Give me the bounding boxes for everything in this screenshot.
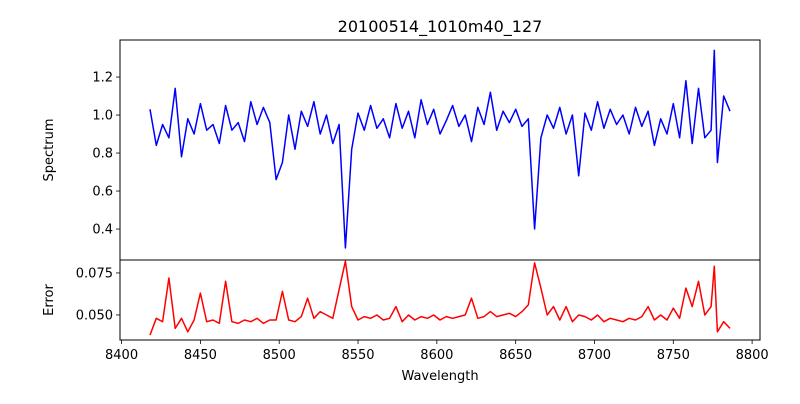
- xtick-label: 8450: [184, 348, 217, 363]
- top-ylabel: Spectrum: [42, 119, 57, 182]
- xtick-label: 8500: [263, 348, 296, 363]
- ytick-label: 0.050: [76, 308, 113, 323]
- ytick-label: 1.2: [92, 71, 113, 86]
- ytick-label: 1.0: [92, 109, 113, 124]
- bottom-axes-frame: [119, 259, 761, 341]
- xtick-label: 8650: [499, 348, 532, 363]
- spectrum-line: [149, 49, 731, 249]
- xtick-label: 8550: [341, 348, 374, 363]
- chart-title: 20100514_1010m40_127: [338, 17, 543, 37]
- xtick-label: 8750: [657, 348, 690, 363]
- xtick-label: 8700: [578, 348, 611, 363]
- ytick-label: 0.6: [92, 185, 113, 200]
- top-axes-frame: [119, 39, 761, 261]
- xtick-label: 8600: [420, 348, 453, 363]
- xlabel: Wavelength: [401, 369, 478, 384]
- xtick-label: 8800: [736, 348, 769, 363]
- ytick-label: 0.075: [76, 266, 113, 281]
- ytick-label: 0.4: [92, 223, 113, 238]
- ytick-label: 0.8: [92, 147, 113, 162]
- error-line: [149, 260, 731, 336]
- bottom-ylabel: Error: [42, 284, 57, 316]
- xtick-label: 8400: [105, 348, 138, 363]
